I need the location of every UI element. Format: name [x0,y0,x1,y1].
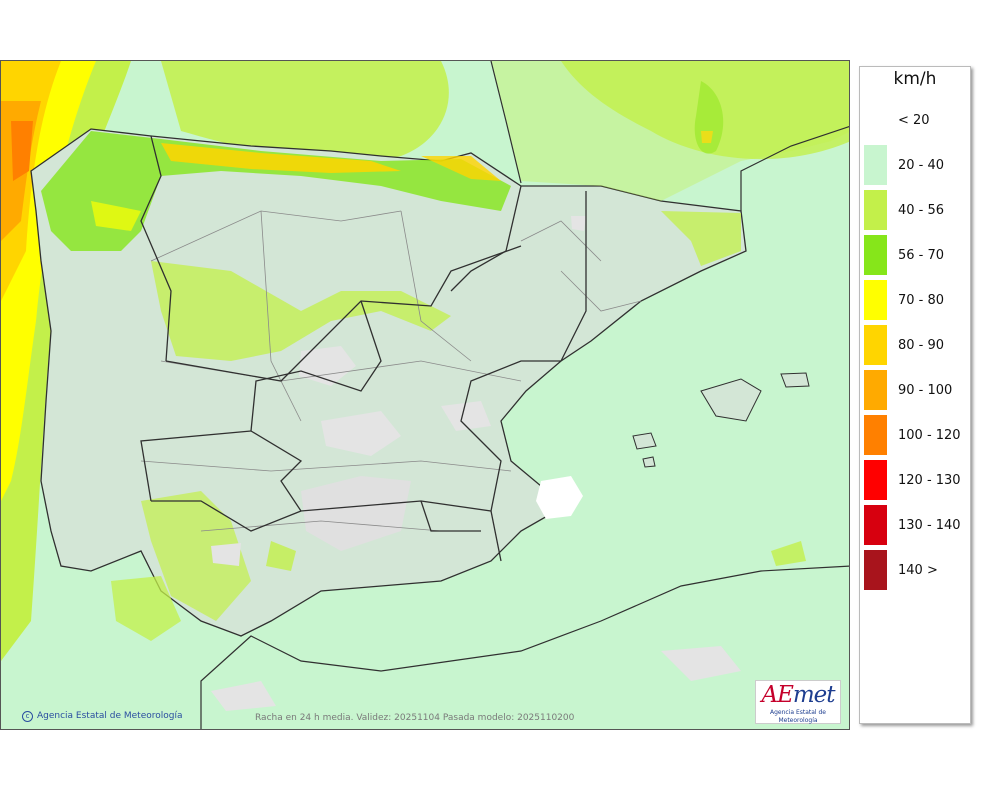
legend-swatch [864,370,887,410]
legend-item: 130 - 140 [864,505,970,545]
legend-item: 140 > [864,550,970,590]
copyright-credit: c Agencia Estatal de Meteorología [22,711,183,722]
legend-item: 40 - 56 [864,190,970,230]
legend-swatch [864,280,887,320]
legend-swatch [864,415,887,455]
legend-swatch [864,460,887,500]
legend-label: 120 - 130 [898,473,961,488]
aemet-logo-word: AEmet [761,682,835,708]
legend-label: 56 - 70 [898,248,945,263]
legend-swatch [864,145,887,185]
legend-swatch [864,505,887,545]
legend-item: 90 - 100 [864,370,970,410]
legend-swatch [864,550,887,590]
legend-item: 120 - 130 [864,460,970,500]
legend-label: 90 - 100 [898,383,953,398]
legend-item: 100 - 120 [864,415,970,455]
legend-unit: km/h [893,69,937,89]
legend-swatch [864,325,887,365]
aemet-logo-subtitle: Agencia Estatal de Meteorología [769,709,826,724]
map-caption: Racha en 24 h media. Validez: 20251104 P… [255,713,575,723]
wind-legend: km/h < 20 20 - 40 40 - 56 56 - 70 70 - 80 80 … [859,66,971,724]
legend-swatch [864,100,887,140]
legend-item: 80 - 90 [864,325,970,365]
legend-swatch [864,235,887,275]
legend-item: < 20 [864,100,970,140]
legend-label: 20 - 40 [898,158,945,173]
legend-label: 140 > [898,563,938,578]
legend-swatch [864,190,887,230]
legend-label: 130 - 140 [898,518,961,533]
legend-label: 70 - 80 [898,293,945,308]
legend-label: 100 - 120 [898,428,961,443]
legend-item: 56 - 70 [864,235,970,275]
wind-gust-map [0,60,850,730]
map-canvas [1,61,849,729]
legend-label: 40 - 56 [898,203,945,218]
legend-item: 70 - 80 [864,280,970,320]
legend-label: 80 - 90 [898,338,945,353]
credit-text: Agencia Estatal de Meteorología [37,711,183,721]
legend-label: < 20 [898,113,930,128]
copyright-icon: c [22,711,33,722]
aemet-logo: AEmet Agencia Estatal de Meteorología [755,680,841,724]
legend-item: 20 - 40 [864,145,970,185]
